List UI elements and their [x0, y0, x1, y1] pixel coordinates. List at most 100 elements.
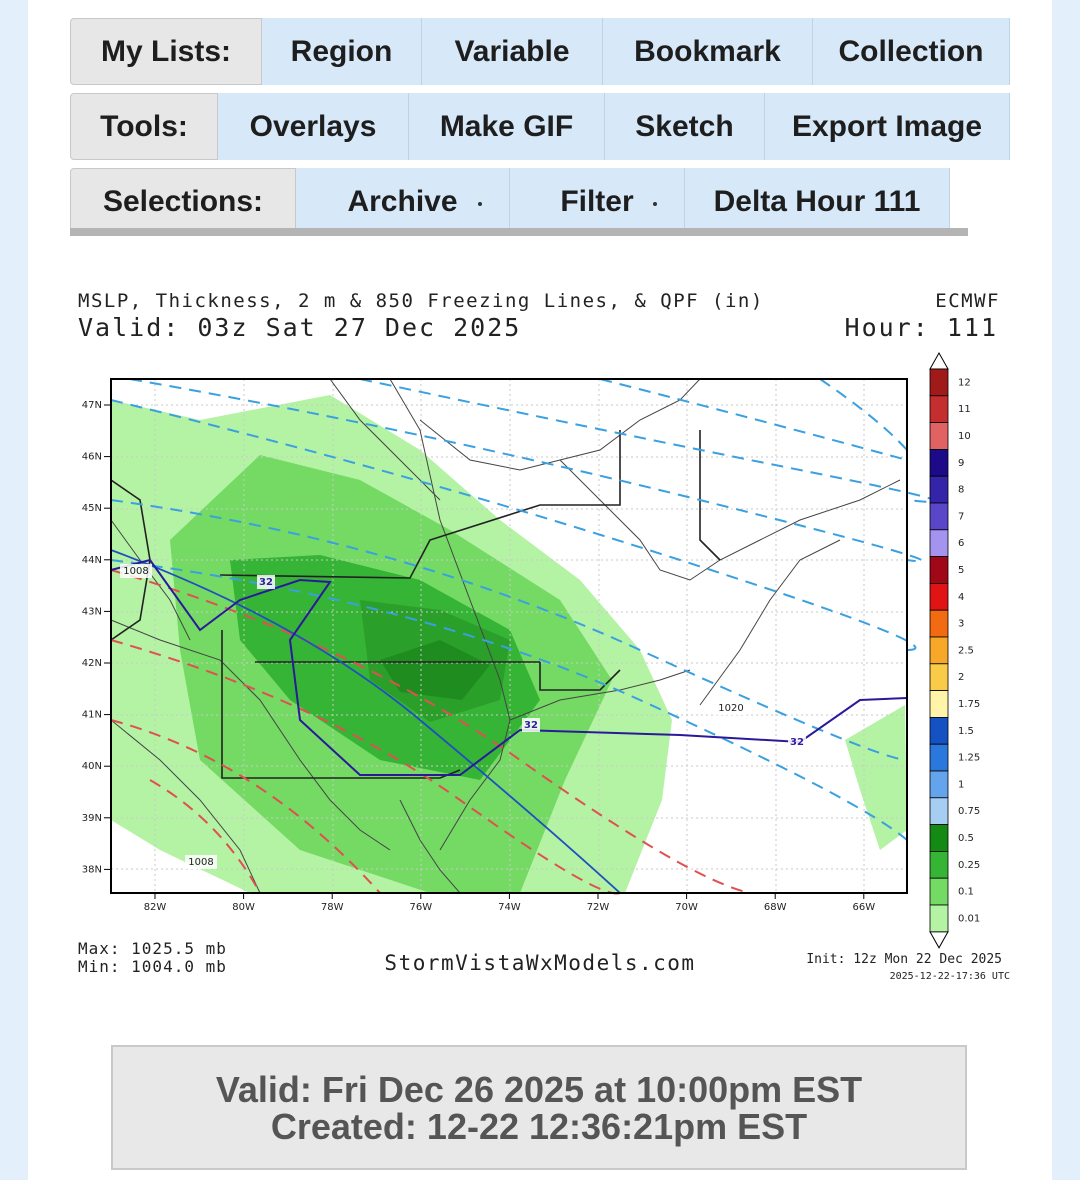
colorbar-swatch [929, 368, 949, 397]
colorbar-label: 1.75 [958, 699, 980, 710]
colorbar-swatch [929, 475, 949, 504]
colorbar-cap [929, 931, 949, 949]
colorbar-label: 3 [958, 619, 964, 630]
colorbar-swatch [929, 690, 949, 718]
lat-label: 44N [82, 555, 102, 566]
lat-label: 47N [82, 400, 102, 411]
colorbar-swatch [929, 395, 949, 423]
colorbar-label: 10 [958, 431, 971, 442]
dropdown-icon [653, 202, 657, 206]
nav-button[interactable]: Delta Hour 111 [685, 168, 950, 235]
lat-label: 40N [82, 761, 102, 772]
init-time: Init: 12z Mon 22 Dec 2025 [806, 952, 1002, 967]
map: MSLP, Thickness, 2 m & 850 Freezing Line… [78, 290, 1010, 982]
colorbar-swatch [929, 877, 949, 906]
colorbar-swatch [929, 636, 949, 665]
nav-button[interactable]: Region [262, 18, 422, 85]
colorbar-swatch [929, 448, 949, 477]
lat-label: 42N [82, 658, 102, 669]
colorbar-swatch [929, 583, 949, 611]
lon-label: 66W [852, 902, 875, 913]
colorbar-label: 0.25 [958, 860, 980, 871]
contour-label: 32 [259, 577, 273, 588]
lat-label: 38N [82, 864, 102, 875]
nav-label: Tools: [70, 93, 218, 160]
colorbar-label: 2 [958, 672, 964, 683]
valid-time: Valid: 03z Sat 27 Dec 2025 [78, 313, 521, 342]
lon-label: 76W [409, 902, 432, 913]
colorbar-label: 0.5 [958, 833, 974, 844]
nav-button[interactable]: Bookmark [603, 18, 813, 85]
lat-label: 43N [82, 606, 102, 617]
contour-label-bg [120, 564, 152, 578]
colorbar-label: 5 [958, 565, 964, 576]
colorbar-swatch [929, 529, 949, 557]
map-title: MSLP, Thickness, 2 m & 850 Freezing Line… [78, 290, 764, 312]
nav-bar [70, 228, 968, 236]
colorbar-label: 6 [958, 538, 964, 549]
contour-label: 1008 [188, 857, 213, 868]
footer-box: Valid: Fri Dec 26 2025 at 10:00pm EST Cr… [111, 1045, 967, 1170]
timestamp: 2025-12-22-17:36 UTC [890, 971, 1010, 982]
colorbar-swatch [929, 797, 949, 825]
colorbar-label: 9 [958, 458, 964, 469]
colorbar-label: 12 [958, 377, 971, 388]
colorbar-label: 8 [958, 485, 964, 496]
lon-label: 78W [321, 902, 344, 913]
lat-label: 39N [82, 813, 102, 824]
contour-label: 32 [790, 737, 804, 748]
contour-label-bg [522, 718, 540, 732]
colorbar-cap [929, 351, 949, 370]
lat-label: 46N [82, 452, 102, 463]
nav-label: My Lists: [70, 18, 262, 85]
contour-label-bg [715, 701, 747, 715]
colorbar-swatch [929, 770, 949, 799]
lon-label: 82W [144, 902, 167, 913]
colorbar-label: 1 [958, 779, 964, 790]
nav-button[interactable]: Variable [422, 18, 603, 85]
colorbar-swatch [929, 609, 949, 638]
contour-label-bg [185, 855, 217, 869]
colorbar-label: 1.5 [958, 726, 974, 737]
min-pressure: Min: 1004.0 mb [78, 957, 227, 976]
contour-label: 32 [524, 720, 538, 731]
colorbar-label: 4 [958, 592, 964, 603]
nav-button[interactable]: Archive [296, 168, 510, 235]
nav-button[interactable]: Collection [813, 18, 1010, 85]
footer-valid: Valid: Fri Dec 26 2025 at 10:00pm EST [215, 1068, 863, 1110]
colorbar-swatch [929, 717, 949, 745]
nav-label: Selections: [70, 168, 296, 235]
colorbar-swatch [929, 422, 949, 450]
nav-button[interactable]: Sketch [605, 93, 765, 160]
nav-button[interactable]: Filter [510, 168, 685, 235]
contour-label-bg [788, 735, 806, 749]
colorbar-swatch [929, 556, 949, 584]
lon-label: 68W [764, 902, 787, 913]
colorbar-label: 1.25 [958, 753, 980, 764]
map-body [110, 378, 938, 895]
lon-label: 80W [232, 902, 255, 913]
colorbar-label: 7 [958, 511, 964, 522]
lat-label: 45N [82, 503, 102, 514]
forecast-hour: Hour: 111 [845, 313, 998, 342]
site: StormVistaWxModels.com [384, 951, 695, 975]
lat-label: 41N [82, 710, 102, 721]
colorbar-label: 2.5 [958, 645, 974, 656]
colorbar-label: 11 [958, 404, 971, 415]
colorbar-label: 0.1 [958, 887, 974, 898]
contour-label: 1020 [718, 703, 743, 714]
contour-label-bg [257, 575, 275, 589]
colorbar-label: 0.75 [958, 806, 980, 817]
colorbar-label: 0.01 [958, 913, 980, 924]
lon-label: 72W [587, 902, 610, 913]
colorbar-swatch [929, 904, 949, 933]
lon-label: 74W [498, 902, 521, 913]
lon-label: 70W [675, 902, 698, 913]
nav-button[interactable]: Make GIF [409, 93, 605, 160]
colorbar-swatch [929, 824, 949, 852]
max-pressure: Max: 1025.5 mb [78, 939, 227, 958]
nav-button[interactable]: Export Image [765, 93, 1010, 160]
nav-button[interactable]: Overlays [218, 93, 409, 160]
colorbar-swatch [929, 851, 949, 879]
